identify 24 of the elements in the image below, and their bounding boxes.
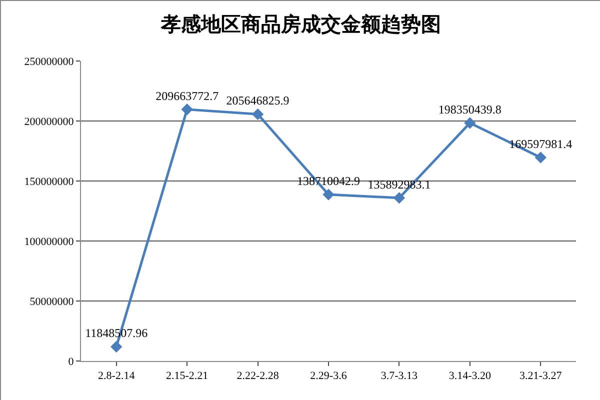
point: [252, 108, 264, 120]
data-label: 205646825.9: [226, 94, 290, 108]
x-tick-label: 2.29-3.6: [310, 370, 348, 382]
y-tick-label: 50000000: [30, 296, 74, 308]
point: [393, 192, 406, 204]
data-label: 198350439.8: [438, 102, 502, 116]
point: [181, 104, 193, 116]
chart-title: 孝感地区商品房成交金额趋势图: [160, 13, 441, 36]
x-tick-label: 3.21-3.27: [520, 370, 562, 382]
y-tick-label: 200000000: [24, 116, 74, 128]
x-tick-label: 3.14-3.20: [448, 370, 492, 382]
y-tick-label: 0: [68, 356, 74, 368]
point: [464, 117, 476, 129]
y-tick-label: 100000000: [24, 236, 74, 248]
x-tick-label: 2.8-2.14: [98, 370, 136, 382]
x-tick-label: 2.15-2.21: [166, 370, 208, 382]
point: [322, 188, 334, 200]
y-tick-label: 250000000: [24, 56, 74, 68]
x-tick-label: 2.22-2.28: [236, 370, 280, 382]
point: [534, 152, 546, 164]
point: [110, 340, 122, 353]
y-tick-label: 150000000: [24, 176, 74, 188]
x-tick-label: 3.7-3.13: [380, 370, 418, 382]
data-label: 209663772.7: [156, 88, 219, 103]
